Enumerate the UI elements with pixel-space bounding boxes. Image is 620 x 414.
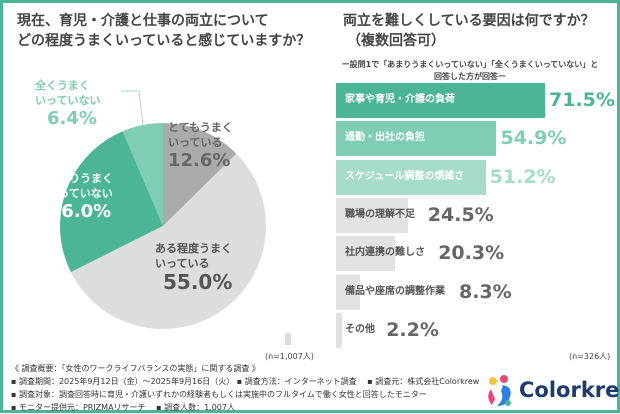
pie-title-line: どの程度うまくいっていると感じていますか？ <box>17 33 311 49</box>
slice-label: 全くうまく <box>35 79 90 92</box>
bar-label: その他 <box>345 323 375 335</box>
bar-label: スケジュール調整の煩雑さ <box>345 170 465 182</box>
bar-label: 備品や座席の調整作業 <box>345 285 445 297</box>
pie-sample-size: (n=1,007人) <box>265 352 314 361</box>
bar-value: 24.5% <box>427 203 494 226</box>
bar-value: 2.2% <box>386 318 439 341</box>
pie-chart <box>60 90 267 330</box>
leader-line <box>138 90 144 126</box>
logo-text: Colorkrew <box>519 378 620 402</box>
bar <box>336 197 408 233</box>
bar-value: 51.2% <box>489 165 556 188</box>
bar-sample-size: (n=326人) <box>569 352 611 361</box>
slice-value: 12.6% <box>168 150 231 171</box>
footer-line: ▪ モニター提供元：PRIZMAリサーチ ▪ 調査人数：1,007人 <box>11 403 235 412</box>
pie-label-not-well: あまりうまく いっていない 26.0% <box>47 171 113 223</box>
slice-value: 6.4% <box>47 108 97 129</box>
bar-title: 両立を難しくしている要因は何ですか？ （複数回答可） <box>343 11 620 51</box>
bar <box>336 159 486 195</box>
bar-value: 8.3% <box>459 280 512 303</box>
slice-label: いっている <box>168 136 223 149</box>
pie-label-not-at-all: 全くうまく いっていない 6.4% <box>35 78 100 130</box>
slice-label: いっていない <box>35 94 101 107</box>
pie-slice <box>70 153 267 330</box>
bar-value: 20.3% <box>438 242 505 265</box>
slice-label: ある程度うまく <box>155 242 232 255</box>
bar <box>336 236 396 272</box>
bar-value: 71.5% <box>549 89 615 111</box>
bar-label: 通勤・出社の負担 <box>345 132 425 144</box>
footer-line: ▪ 調査期間：2025年9月12日（金）～2025年9月16日（火） ▪ 調査方… <box>11 377 480 386</box>
slice-label: いっていない <box>47 187 113 200</box>
slice-label: とてもうまく <box>168 121 233 134</box>
bar-subtitle-line: 回答した方が回答ー <box>434 72 506 81</box>
bar-title-line: （複数回答可） <box>347 33 445 49</box>
bar-value: 54.9% <box>500 127 567 150</box>
bar <box>336 121 497 157</box>
bar-title-line: 両立を難しくしている要因は何ですか？ <box>343 13 595 29</box>
pie-slice <box>163 123 237 226</box>
bar-subtitle: ー設問1で「あまりうまくいっていない」「全くうまくいっていない」と 回答した方が… <box>325 59 615 83</box>
bar-label: 家事や育児・介護の負荷 <box>345 94 455 105</box>
slice-label: いっている <box>155 257 210 270</box>
divider <box>285 333 291 345</box>
pie-label-very-well: とてもうまく いっている 12.6% <box>168 120 233 172</box>
slice-value: 26.0% <box>48 201 112 222</box>
bar-subtitle-line: ー設問1で「あまりうまくいっていない」「全くうまくいっていない」と <box>341 60 599 69</box>
pie-slice <box>60 131 163 273</box>
pie-title: 現在、育児・介護と仕事の両立について どの程度うまくいっていると感じていますか？ <box>17 11 317 51</box>
bar-label: 職場の理解不足 <box>345 208 415 220</box>
footer-heading: 《 調査概要：「女性のワークライフバランスの実態」に関する調査 》 <box>11 364 260 373</box>
colorkrew-logo: Colorkrew <box>483 373 620 409</box>
footer-line: ▪ 調査対象：調査回答時に育児・介護いずれかの経験者もしくは実施中のフルタイムで… <box>11 390 427 399</box>
slice-label: あまりうまく <box>47 172 113 185</box>
bar <box>336 274 361 310</box>
logo-mark-icon <box>488 375 511 406</box>
pie-title-line: 現在、育児・介護と仕事の両立について <box>17 13 269 29</box>
slice-value: 55.0% <box>163 270 233 294</box>
pie-slice <box>122 123 163 226</box>
bar <box>336 83 545 118</box>
bar <box>336 312 343 348</box>
bar-label: 社内連携の難しさ <box>345 247 425 259</box>
pie-label-somewhat-well: ある程度うまく いっている 55.0% <box>155 241 232 293</box>
